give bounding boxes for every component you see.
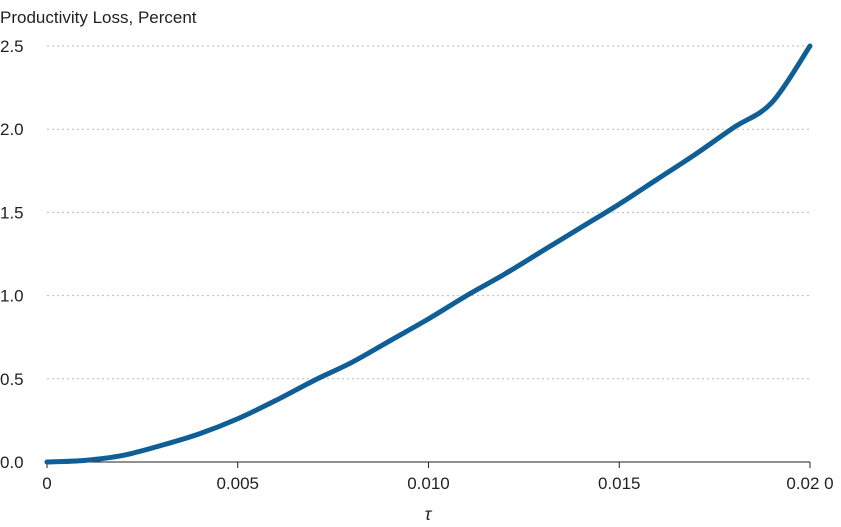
y-axis-title: Productivity Loss, Percent	[0, 8, 197, 27]
x-tick-label-2: 0.010	[407, 474, 450, 493]
y-tick-label-5: 2.5	[0, 37, 24, 56]
x-tick-label-4: 0.02 0	[786, 474, 833, 493]
x-tick-label-0: 0	[42, 474, 51, 493]
x-axis-title: τ	[425, 504, 433, 524]
y-tick-label-1: 0.5	[0, 370, 24, 389]
y-tick-label-3: 1.5	[0, 203, 24, 222]
x-tick-label-3: 0.015	[598, 474, 641, 493]
gridlines	[47, 45, 810, 380]
series-layer	[44, 43, 813, 465]
x-tick-label-1: 0.005	[216, 474, 259, 493]
y-tick-label-4: 2.0	[0, 120, 24, 139]
tick-labels: 0 0.005 0.010 0.015 0.02 0 0.0 0.5 1.0 1.5 2.0 2.5	[0, 37, 834, 493]
y-tick-label-0: 0.0	[0, 453, 24, 472]
y-tick-label-2: 1.0	[0, 287, 24, 306]
axes	[46, 461, 811, 468]
series-line-0	[44, 43, 813, 465]
